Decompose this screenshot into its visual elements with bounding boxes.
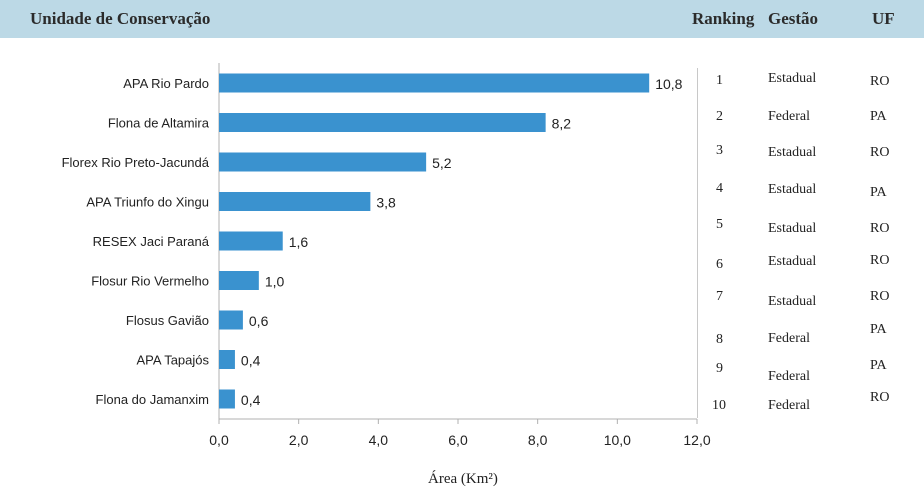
x-tick-label: 10,0 [604,432,631,448]
uf-cell: PA [870,358,887,373]
category-label: Flona de Altamira [108,116,210,131]
value-label: 10,8 [655,76,682,92]
bar [219,350,235,369]
uf-cell: PA [870,185,887,200]
x-tick-label: 0,0 [209,432,229,448]
ranking-cell: 5 [716,217,723,232]
uf-cell: RO [870,253,890,268]
category-label: Flosus Gavião [126,313,209,328]
ranking-column-header: Ranking [692,9,755,28]
value-label: 0,4 [241,392,261,408]
value-label: 3,8 [376,195,396,211]
unit-column-header: Unidade de Conservação [30,9,211,28]
uf-cell: RO [870,289,890,304]
uf-cell: PA [870,109,887,124]
gestao-cell: Federal [768,331,810,346]
gestao-cell: Estadual [768,182,817,197]
x-axis-title: Área (Km²) [428,471,498,487]
ranking-cell: 6 [716,257,723,272]
value-label: 1,0 [265,274,285,290]
x-tick-label: 4,0 [369,432,389,448]
gestao-cell: Estadual [768,145,817,160]
value-label: 1,6 [289,234,309,250]
x-tick-label: 6,0 [448,432,468,448]
ranking-cell: 4 [716,181,723,196]
value-label: 5,2 [432,155,452,171]
header-bar: Unidade de Conservação Ranking Gestão UF [0,0,924,38]
category-label: RESEX Jaci Paraná [93,234,210,249]
ranking-cell: 10 [712,398,726,413]
category-label: Flosur Rio Vermelho [91,274,209,289]
category-label: APA Triunfo do Xingu [86,195,209,210]
gestao-cell: Estadual [768,221,817,236]
ranking-cell: 8 [716,332,723,347]
bar [219,231,283,251]
bar [219,192,371,211]
gestao-cell: Estadual [768,294,817,309]
uf-cell: RO [870,390,890,405]
table-divider [697,68,698,418]
value-label: 0,4 [241,353,261,369]
ranking-cell: 1 [716,73,723,88]
value-label: 0,6 [249,313,269,329]
category-label: APA Tapajós [136,353,209,368]
bar-chart: 0,0 2,0 4,0 6,0 8,0 10,0 12,0 APA Rio Pardo 10,8… [62,63,711,448]
x-tick-label: 8,0 [528,432,548,448]
ranking-cell: 2 [716,109,723,124]
bar [219,152,427,172]
bar [219,310,243,330]
gestao-column-header: Gestão [768,9,819,28]
uf-cell: PA [870,322,887,337]
gestao-cell: Estadual [768,254,817,269]
gestao-cell: Estadual [768,71,817,86]
uf-cell: RO [870,221,890,236]
bar [219,113,546,132]
bar [219,73,650,93]
ranking-cell: 3 [716,143,723,158]
gestao-cell: Federal [768,398,810,413]
uf-cell: RO [870,74,890,89]
uf-cell: RO [870,145,890,160]
gestao-cell: Federal [768,109,810,124]
bar [219,389,235,409]
ranking-cell: 7 [716,289,723,304]
uf-column-header: UF [872,9,895,28]
category-label: APA Rio Pardo [123,76,209,91]
gestao-cell: Federal [768,369,810,384]
bar [219,271,259,290]
category-label: Flona do Jamanxim [96,392,209,407]
ranking-cell: 9 [716,361,723,376]
category-label: Florex Rio Preto-Jacundá [62,155,210,170]
x-tick-label: 12,0 [683,432,710,448]
value-label: 8,2 [552,116,572,132]
x-tick-label: 2,0 [289,432,309,448]
